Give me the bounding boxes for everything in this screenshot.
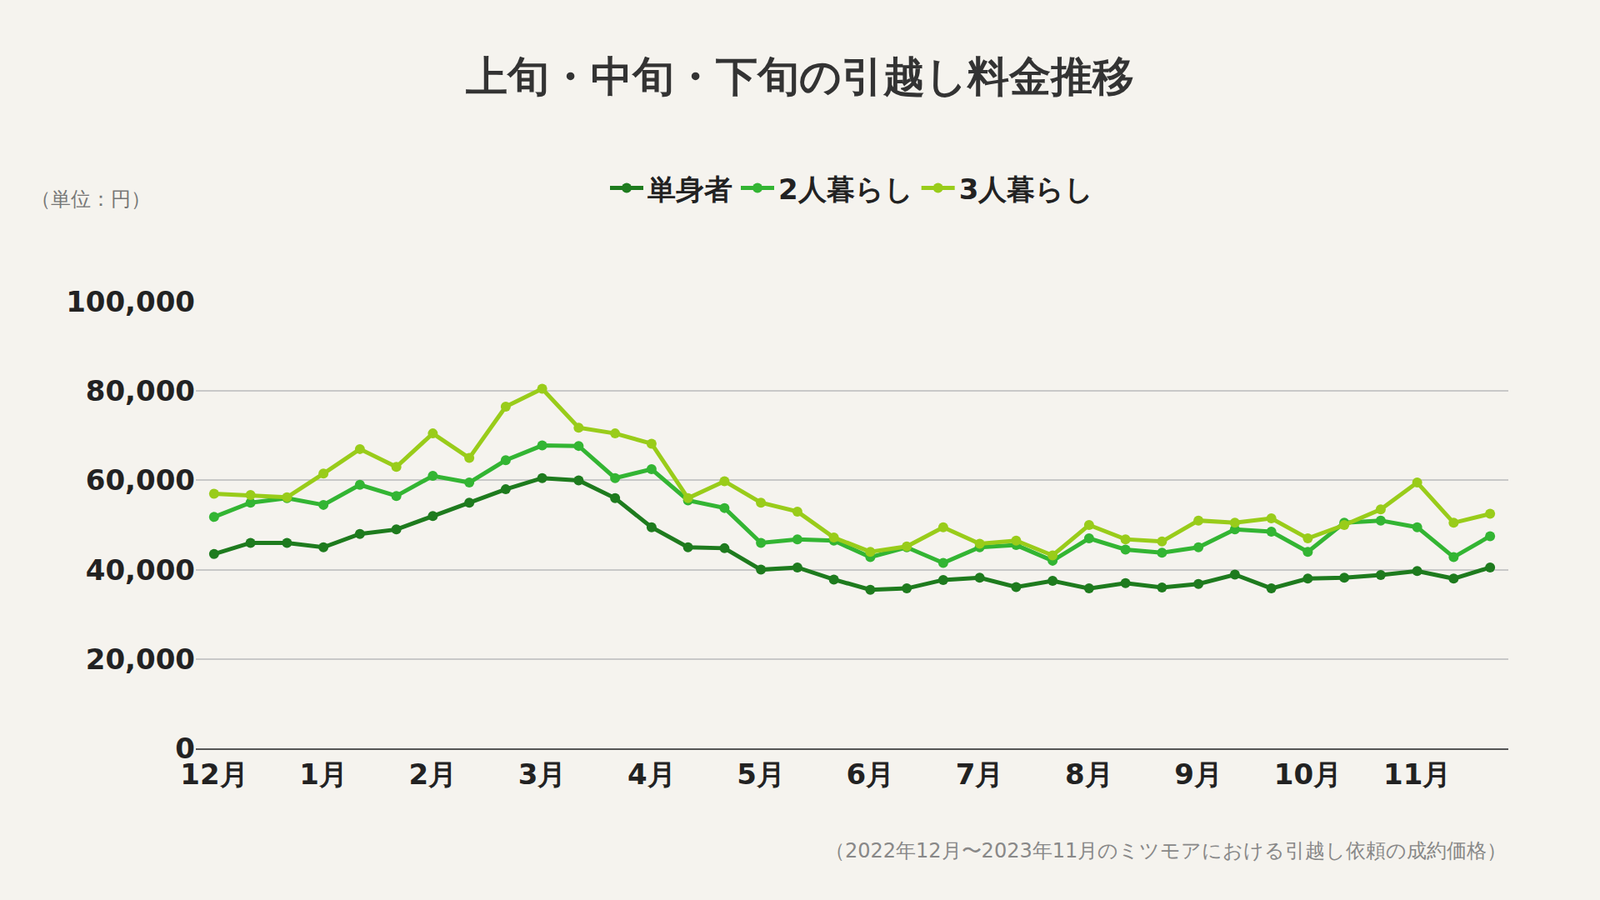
svg-text:1月: 1月	[299, 757, 348, 791]
svg-text:3月: 3月	[518, 757, 567, 791]
svg-text:3人暮らし: 3人暮らし	[959, 172, 1095, 206]
svg-text:6月: 6月	[846, 757, 895, 791]
svg-text:単身者: 単身者	[647, 172, 733, 206]
svg-text:60,000: 60,000	[85, 463, 195, 497]
svg-text:10月: 10月	[1274, 757, 1342, 791]
svg-text:8月: 8月	[1065, 757, 1114, 791]
svg-text:（単位：円）: （単位：円）	[30, 187, 151, 211]
svg-text:上旬・中旬・下旬の引越し料金推移: 上旬・中旬・下旬の引越し料金推移	[465, 52, 1135, 101]
svg-text:20,000: 20,000	[85, 642, 195, 676]
svg-text:80,000: 80,000	[85, 374, 195, 408]
svg-text:7月: 7月	[955, 757, 1005, 791]
svg-text:100,000: 100,000	[65, 285, 195, 319]
svg-text:12月: 12月	[180, 757, 248, 791]
svg-text:4月: 4月	[627, 757, 676, 791]
svg-text:2月: 2月	[409, 757, 458, 791]
svg-text:11月: 11月	[1383, 757, 1451, 791]
svg-text:0: 0	[175, 731, 195, 765]
svg-text:40,000: 40,000	[85, 553, 195, 587]
svg-text:2人暮らし: 2人暮らし	[778, 172, 914, 206]
svg-text:9月: 9月	[1174, 757, 1223, 791]
svg-text:（2022年12月〜2023年11月のミツモアにおける引越し: （2022年12月〜2023年11月のミツモアにおける引越し依頼の成約価格）	[825, 839, 1507, 863]
svg-text:5月: 5月	[736, 757, 785, 791]
